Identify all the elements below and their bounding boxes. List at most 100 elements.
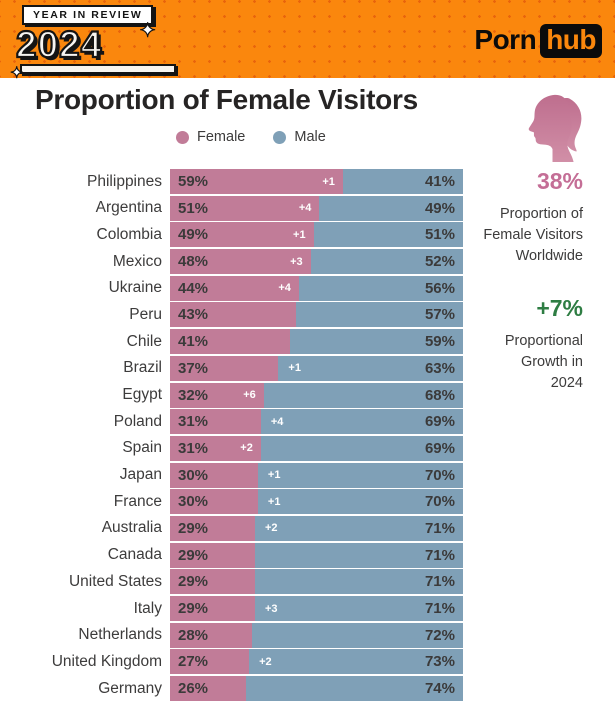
sparkle-icon: ✦ [9, 65, 24, 82]
legend-item-female: Female [176, 129, 245, 145]
male-percent-label: 71% [424, 573, 455, 591]
logo-text-porn: Porn [474, 24, 537, 55]
chart-row: Canada 29% 71% [0, 542, 475, 568]
male-bar: 68% [263, 382, 463, 408]
male-bar: 52% [310, 249, 463, 275]
bar-track: 26% 74% [170, 676, 463, 702]
male-dot-icon [273, 130, 287, 144]
bar-track: 48% +3 52% [170, 249, 463, 275]
male-bar: +1 63% [278, 355, 463, 381]
logo-text-hub: hub [540, 24, 602, 59]
country-label: United States [68, 572, 162, 590]
female-bar: 51% +4 [170, 195, 320, 221]
worldwide-stat-value: 38% [536, 168, 583, 194]
country-label: Canada [107, 546, 162, 564]
country-label: Chile [126, 332, 162, 350]
female-percent-label: 31% [178, 413, 209, 431]
female-bar: 26% [170, 676, 247, 702]
female-bar: 49% +1 [170, 222, 314, 248]
growth-badge: +4 [270, 415, 284, 428]
header-banner: YEAR IN REVIEW 2024 ✦ ✦ Porn hub [0, 0, 615, 82]
female-percent-label: 29% [178, 519, 209, 537]
country-label: Italy [133, 599, 162, 617]
male-bar: +3 71% [254, 596, 463, 621]
country-label: United Kingdom [51, 652, 162, 670]
country-label: Ukraine [108, 279, 162, 297]
badge-underline [20, 64, 176, 74]
growth-badge: +1 [293, 228, 306, 241]
male-percent-label: 51% [424, 226, 455, 244]
growth-badge: +3 [264, 602, 278, 615]
growth-badge: +6 [243, 389, 256, 401]
growth-badge: +2 [264, 522, 278, 535]
bar-track: 41% 59% [170, 329, 463, 355]
female-bar: 48% +3 [170, 249, 311, 275]
bar-track: 30% +1 70% [170, 462, 463, 488]
male-bar: 57% [295, 302, 463, 328]
chart-row: Egypt 32% +6 68% [0, 382, 475, 408]
growth-badge: +4 [278, 282, 291, 295]
female-percent-label: 49% [178, 226, 209, 244]
male-percent-label: 74% [424, 680, 455, 698]
year-in-review-badge: YEAR IN REVIEW 2024 ✦ ✦ [9, 5, 184, 82]
country-label: Germany [98, 679, 162, 697]
female-percent-label: 29% [178, 573, 209, 591]
chart-row: Chile 41% 59% [0, 329, 475, 355]
female-bar: 31% [170, 409, 261, 435]
country-label: Argentina [95, 199, 162, 217]
male-percent-label: 71% [424, 546, 455, 564]
bar-track: 29% 71% [170, 569, 463, 595]
male-percent-label: 69% [424, 413, 455, 431]
female-dot-icon [176, 130, 189, 144]
male-bar: 41% [342, 169, 463, 194]
growth-badge: +1 [288, 362, 301, 375]
bar-track: 59% +1 41% [170, 169, 463, 194]
country-label: Philippines [87, 172, 162, 190]
male-bar: +1 70% [257, 489, 463, 515]
male-percent-label: 68% [424, 386, 455, 404]
female-bar: 32% +6 [170, 382, 264, 408]
bar-track: 51% +4 49% [170, 195, 463, 221]
male-percent-label: 72% [424, 626, 455, 644]
bar-track: 44% +4 56% [170, 275, 463, 301]
chart-row: Argentina 51% +4 49% [0, 195, 475, 221]
chart-row: United Kingdom 27% +2 73% [0, 649, 475, 675]
chart-row: Ukraine 44% +4 56% [0, 275, 475, 301]
chart-row: France 30% +1 70% [0, 489, 475, 515]
female-percent-label: 32% [178, 386, 209, 404]
female-bar: 59% +1 [170, 169, 343, 194]
growth-badge: +1 [322, 175, 335, 188]
male-bar: 72% [252, 622, 463, 648]
chart-row: Italy 29% +3 71% [0, 596, 475, 621]
legend-item-male: Male [273, 129, 326, 145]
worldwide-stat-label: Proportion of Female Visitors Worldwide [483, 206, 583, 265]
growth-stat-value: +7% [536, 295, 583, 322]
growth-badge: +2 [240, 442, 253, 455]
male-percent-label: 59% [424, 333, 455, 351]
male-bar: 49% [319, 195, 463, 221]
bar-track: 30% +1 70% [170, 489, 463, 515]
bar-track: 37% +1 63% [170, 355, 463, 381]
male-bar: 56% [298, 275, 463, 301]
female-percent-label: 29% [178, 600, 209, 617]
female-bar: 29% [170, 569, 255, 595]
pornhub-logo: Porn hub [474, 24, 602, 59]
growth-badge: +4 [298, 202, 312, 215]
female-percent-label: 59% [178, 173, 209, 190]
stats-sidebar: 38% Proportion of Female Visitors Worldw… [455, 170, 583, 394]
country-label: Spain [122, 439, 162, 457]
male-percent-label: 57% [424, 306, 455, 324]
country-label: Netherlands [78, 626, 162, 644]
page-title: Proportion of Female Visitors [35, 84, 418, 115]
male-percent-label: 71% [424, 600, 455, 617]
country-label: Colombia [96, 225, 162, 243]
male-percent-label: 69% [424, 439, 455, 457]
female-bar: 28% [170, 622, 253, 648]
female-percent-label: 51% [178, 199, 209, 217]
bar-track: 29% +3 71% [170, 596, 463, 621]
female-percent-label: 29% [178, 546, 209, 564]
growth-badge: +1 [267, 469, 281, 482]
female-percent-label: 37% [178, 359, 209, 377]
female-percent-label: 31% [178, 439, 209, 457]
female-bar: 29% [170, 515, 255, 541]
